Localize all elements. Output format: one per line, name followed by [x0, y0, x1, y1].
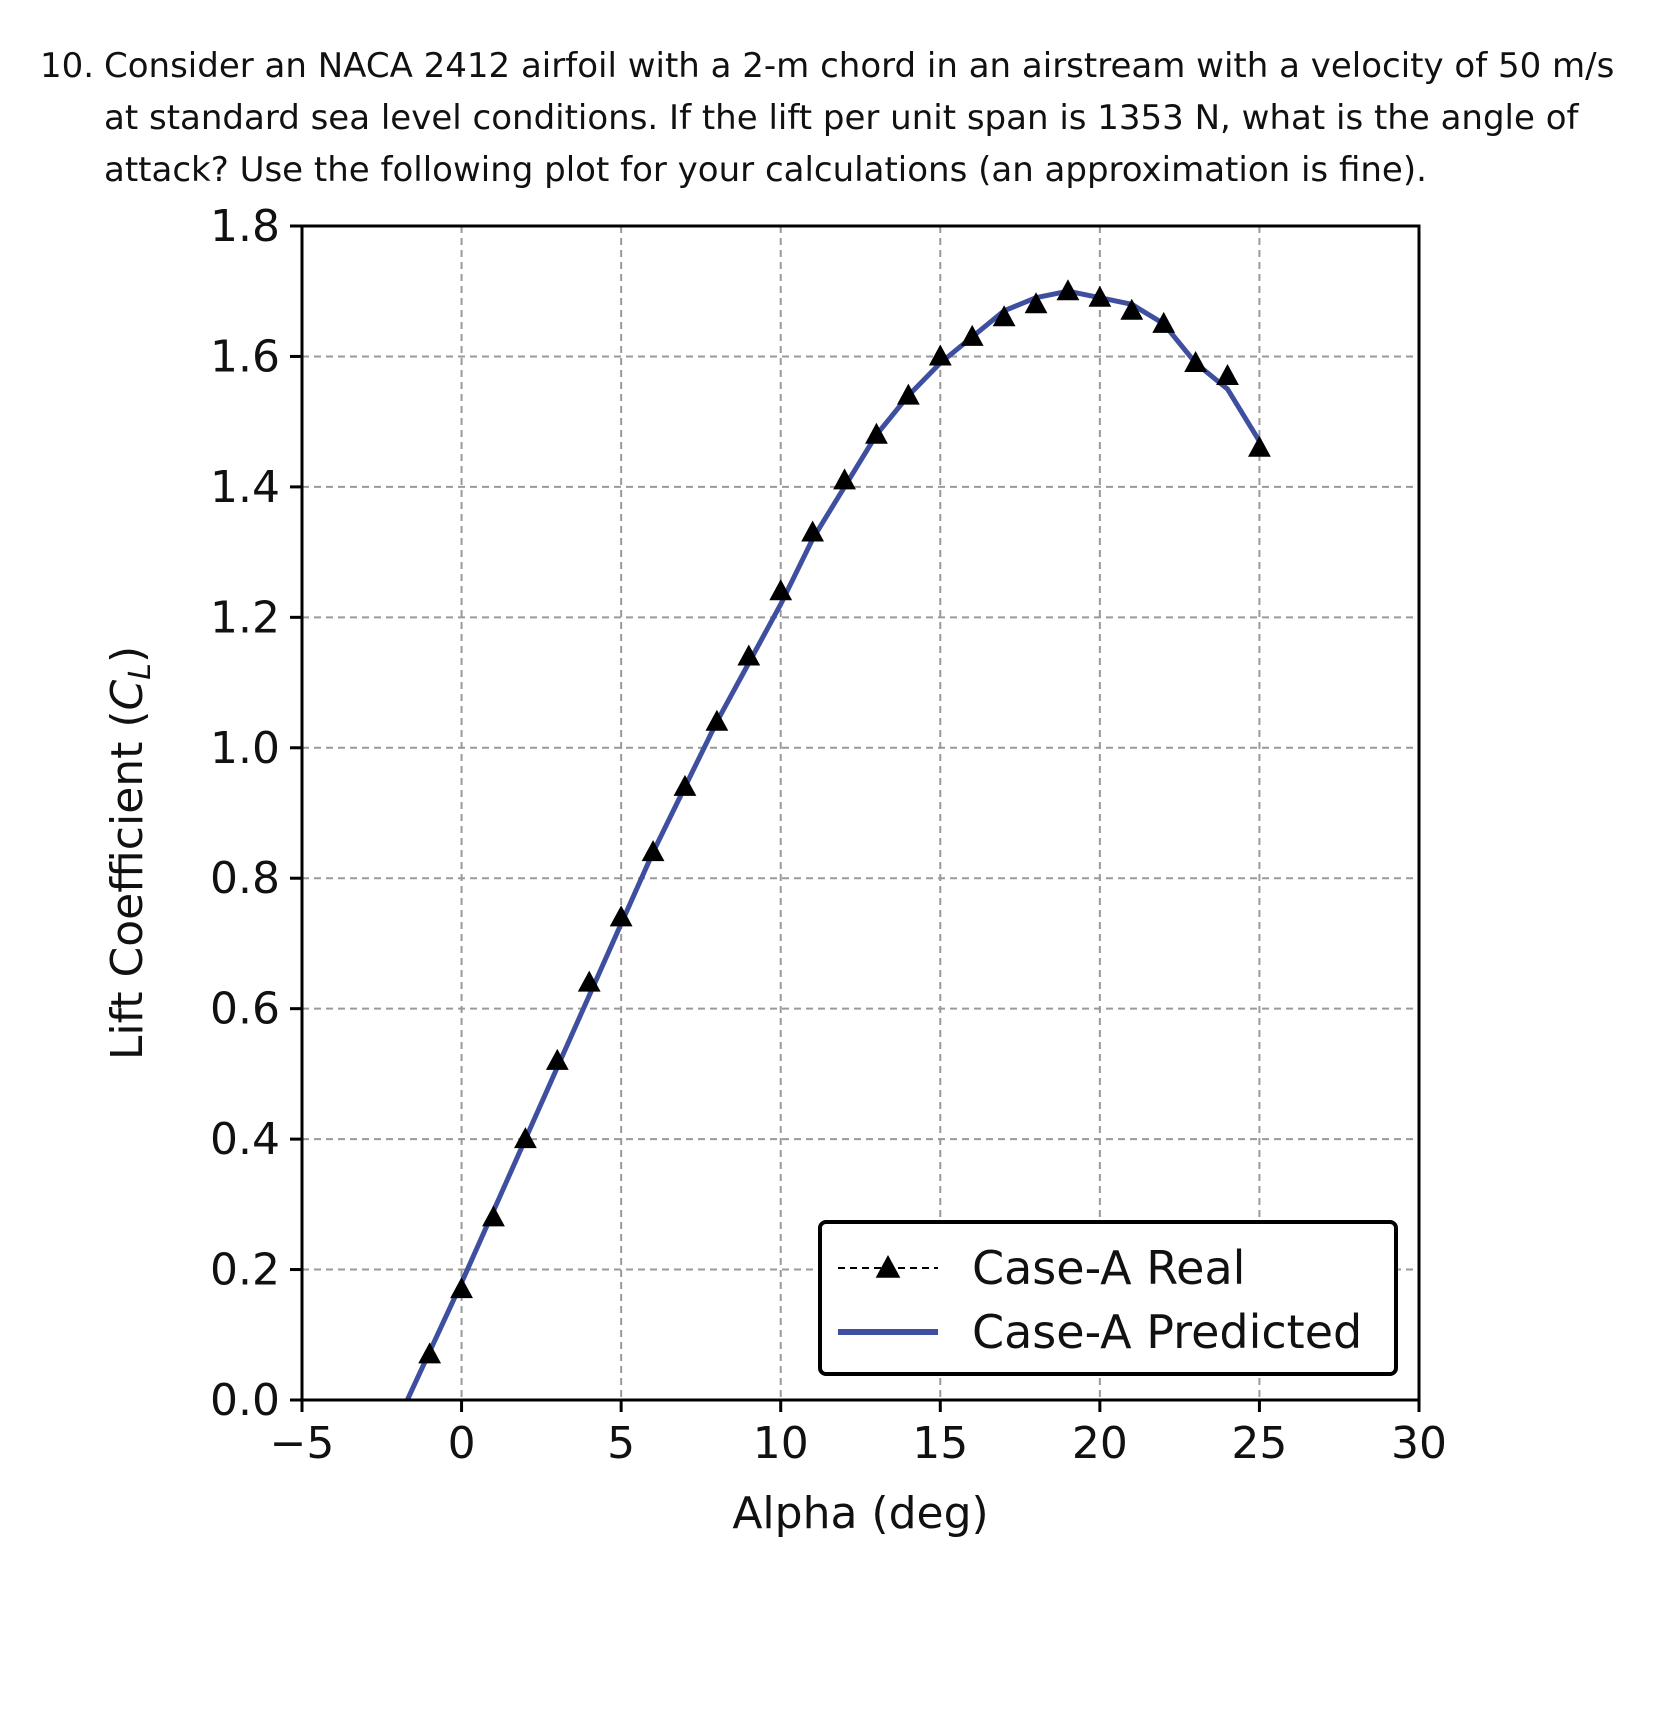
x-axis-label: Alpha (deg) — [732, 1488, 988, 1539]
real-data-marker — [545, 1048, 569, 1070]
question-block: 10. Consider an NACA 2412 airfoil with a… — [40, 40, 1640, 196]
y-axis-label-subscript: L — [123, 663, 158, 680]
y-axis-label-symbol: C — [102, 679, 153, 710]
real-data-marker — [896, 383, 920, 405]
legend-items: Case-A Real Case-A Predicted — [838, 1241, 1362, 1359]
x-tick-label: 30 — [1391, 1418, 1447, 1469]
real-data-marker — [1184, 350, 1207, 372]
series-layer — [405, 279, 1271, 1402]
x-tick-label: 10 — [753, 1418, 809, 1469]
legend-box — [818, 1220, 1398, 1376]
y-axis-label-close: ) — [102, 646, 153, 663]
real-data-marker — [482, 1205, 505, 1227]
x-tick-label: 25 — [1231, 1418, 1287, 1469]
y-tick-label: 0.4 — [210, 1114, 280, 1165]
legend-label-predicted: Case-A Predicted — [972, 1305, 1362, 1359]
real-data-marker — [641, 840, 665, 862]
real-data-marker — [609, 905, 633, 927]
y-tick-label: 0.8 — [210, 853, 280, 904]
x-tick-label: 20 — [1072, 1418, 1128, 1469]
y-axis-label-main: Lift Coefficient ( — [102, 710, 153, 1060]
real-data-marker — [992, 305, 1016, 327]
real-data-marker — [928, 344, 952, 366]
real-data-marker — [769, 579, 793, 601]
real-data-marker — [1216, 364, 1239, 386]
x-tick-label: −5 — [270, 1418, 335, 1469]
real-data-marker — [801, 520, 825, 542]
y-tick-label: 1.0 — [210, 723, 280, 774]
y-tick-label: 0.2 — [210, 1245, 280, 1296]
x-tick-label: 5 — [607, 1418, 635, 1469]
y-tick-label: 1.4 — [210, 462, 280, 513]
real-data-marker — [737, 644, 761, 666]
real-data-marker — [1120, 298, 1144, 320]
legend-label-real: Case-A Real — [972, 1241, 1245, 1295]
real-data-marker — [1024, 292, 1048, 314]
real-data-marker — [833, 468, 856, 490]
legend: Case-A Real Case-A Predicted — [818, 1220, 1398, 1376]
real-data-marker — [1248, 435, 1271, 457]
real-data-marker — [577, 970, 601, 992]
tick-layer: −5 0 5 10 15 20 25 30 0.0 0.2 0.4 0.6 0.8 1.0 1.2 1.4 1.… — [210, 201, 1447, 1469]
real-data-marker — [960, 324, 984, 346]
y-tick-label: 0.0 — [210, 1375, 280, 1426]
real-data-marker — [1056, 279, 1080, 301]
real-data-marker — [673, 774, 697, 796]
y-axis-label: Lift Coefficient (CL) — [102, 646, 158, 1060]
question-text: Consider an NACA 2412 airfoil with a 2-m… — [104, 46, 1615, 190]
y-tick-label: 1.2 — [210, 592, 280, 643]
real-data-marker — [865, 422, 888, 444]
question-number: 10. — [40, 46, 95, 86]
y-tick-label: 0.6 — [210, 984, 280, 1035]
real-data-marker — [418, 1342, 442, 1364]
x-tick-label: 15 — [912, 1418, 968, 1469]
real-data-marker — [450, 1277, 473, 1299]
y-tick-label: 1.8 — [210, 201, 280, 252]
real-data-marker — [514, 1127, 537, 1149]
real-data-marker — [705, 709, 729, 731]
legend-real-marker — [875, 1255, 901, 1278]
real-data-marker — [1088, 285, 1112, 307]
real-data-marker — [1152, 311, 1176, 333]
x-tick-label: 0 — [448, 1418, 476, 1469]
plot-frame — [300, 224, 1421, 1402]
y-tick-label: 1.6 — [210, 331, 280, 382]
